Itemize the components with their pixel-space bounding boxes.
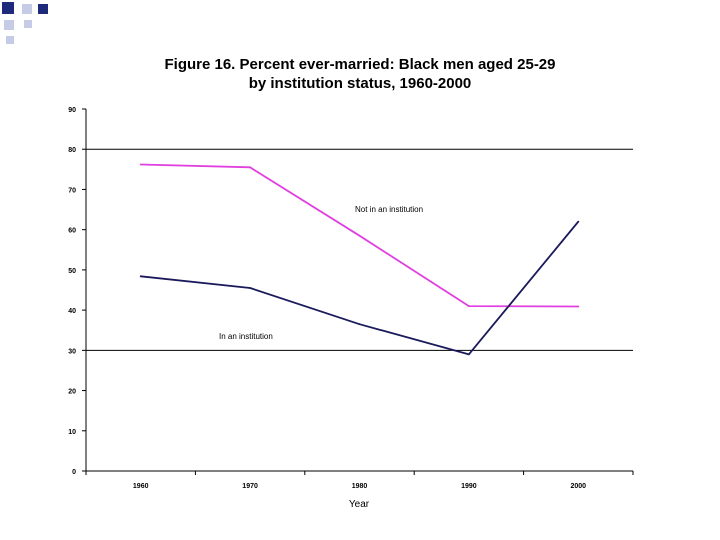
deco-square-light-4 [6, 36, 14, 44]
data-point-0-2000 [577, 305, 580, 308]
y-tick-label-30: 30 [68, 348, 76, 355]
x-tick-label-1990: 1990 [461, 483, 477, 490]
y-tick-label-80: 80 [68, 147, 76, 154]
y-tick-label-10: 10 [68, 429, 76, 436]
data-point-1-1970 [249, 287, 252, 289]
x-tick-label-1980: 1980 [352, 483, 368, 490]
data-point-0-1980 [358, 234, 361, 237]
y-tick-label-90: 90 [68, 107, 76, 114]
y-tick-label-70: 70 [68, 187, 76, 194]
deco-square-light-1 [22, 4, 32, 14]
chart-title-line-2: by institution status, 1960-2000 [248, 75, 472, 92]
data-point-1-1990 [468, 353, 470, 356]
series-label-in-institution: In an institution [219, 332, 273, 341]
y-tick-label-60: 60 [68, 228, 76, 235]
data-point-1-2000 [577, 220, 580, 223]
data-point-1-1980 [358, 323, 361, 326]
y-axis-ticks: 0 10 20 30 40 50 60 70 80 90 [68, 107, 86, 476]
x-axis-ticks: 1960 1970 1980 1990 2000 [85, 471, 634, 490]
deco-square-dark-1 [2, 2, 14, 14]
data-point-0-1960 [139, 163, 142, 166]
data-point-0-1990 [468, 305, 470, 307]
deco-square-dark-2 [38, 4, 48, 14]
chart-title-line-1: Figure 16. Percent ever-married: Black m… [164, 56, 556, 73]
x-tick-label-1970: 1970 [242, 483, 258, 490]
y-tick-label-50: 50 [68, 268, 76, 275]
gridlines [86, 148, 633, 351]
deco-square-light-2 [4, 20, 14, 30]
series-line-in-institution [140, 221, 579, 356]
x-tick-label-2000: 2000 [571, 483, 587, 490]
series-lines [139, 163, 580, 356]
y-tick-label-20: 20 [68, 389, 76, 396]
y-tick-label-0: 0 [72, 469, 76, 476]
y-tick-label-40: 40 [68, 308, 76, 315]
data-point-1-1960 [139, 275, 142, 278]
deco-square-light-3 [24, 20, 32, 28]
chart-title: Figure 16. Percent ever-married: Black m… [0, 55, 720, 93]
x-axis-label: Year [349, 499, 370, 510]
x-tick-label-1960: 1960 [133, 483, 149, 490]
series-label-not-in-institution: Not in an institution [355, 205, 423, 214]
data-point-0-1970 [249, 166, 252, 169]
